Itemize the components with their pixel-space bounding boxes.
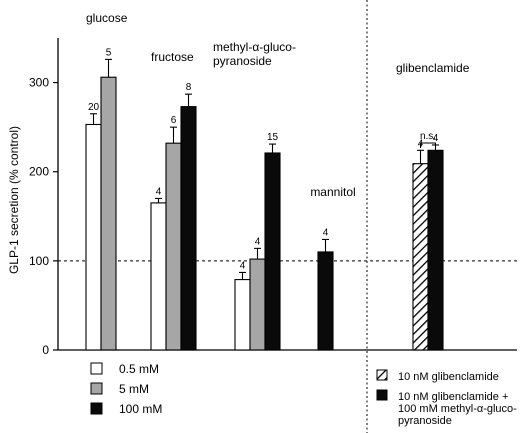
group-label: glibenclamide (396, 61, 470, 75)
n-label: 8 (186, 82, 192, 93)
bar (234, 279, 251, 351)
n-label: 4 (323, 227, 329, 238)
n-label: 4 (255, 236, 261, 247)
bar (412, 163, 429, 351)
n-label: 4 (156, 186, 162, 197)
n-label: 4 (240, 260, 246, 271)
y-tick-label: 100 (29, 254, 49, 268)
significance-bracket (420, 142, 436, 148)
n-label: 5 (106, 47, 112, 58)
legend-swatch (90, 382, 103, 395)
bar (180, 106, 197, 351)
legend-label: 0.5 mM (119, 362, 159, 376)
n-label: 4 (433, 133, 439, 144)
legend-swatch (376, 369, 388, 381)
y-tick-label: 200 (29, 165, 49, 179)
bar (100, 76, 117, 351)
group-label: methyl-α-gluco-pyranoside (213, 40, 296, 68)
legend-label: 100 mM (119, 402, 162, 416)
y-axis-label: GLP-1 secretion (% control) (7, 126, 21, 274)
bar (85, 123, 102, 351)
group-label: glucose (86, 11, 128, 25)
legend-swatch (90, 402, 103, 415)
bar (317, 251, 334, 351)
legend-label: 10 nM glibenclamide +100 mM methyl-α-glu… (398, 391, 517, 427)
bar (150, 202, 167, 351)
bar (427, 149, 444, 351)
y-tick-label: 0 (42, 343, 49, 357)
group-label: fructose (151, 50, 194, 64)
group-label: mannitol (310, 185, 355, 199)
legend-label: 5 mM (119, 382, 149, 396)
n-label: 15 (267, 132, 279, 143)
y-tick-label: 300 (29, 76, 49, 90)
n-label: 6 (171, 115, 177, 126)
bar (249, 258, 266, 351)
legend-label: 10 nM glibenclamide (398, 371, 499, 383)
significance-label: n.s. (420, 131, 436, 142)
bar (264, 152, 281, 351)
legend-swatch (90, 362, 103, 375)
legend-swatch (376, 389, 388, 401)
bar (165, 142, 182, 351)
n-label: 20 (88, 102, 100, 113)
